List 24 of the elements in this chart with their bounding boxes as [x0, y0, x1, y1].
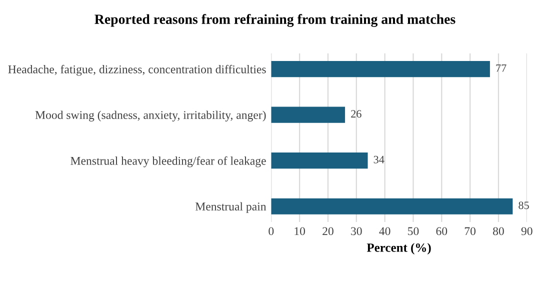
- data-label: 77: [496, 64, 506, 72]
- x-tick-label: 60: [436, 227, 448, 236]
- chart-title: Reported reasons from refraining from training and matches: [94, 14, 456, 27]
- x-tick-label: 30: [351, 227, 362, 236]
- bar: [271, 106, 346, 123]
- x-tick-label: 80: [493, 227, 504, 236]
- y-tick-label: Mood swing (sadness, anxiety, irritability, anger): [35, 110, 266, 122]
- x-tick-label: 90: [521, 227, 532, 236]
- x-tick-label: 20: [322, 227, 334, 236]
- x-tick-label: 40: [379, 227, 390, 236]
- bar: [271, 61, 490, 78]
- x-tick-label: 0: [268, 227, 274, 236]
- data-label: 26: [351, 110, 362, 118]
- y-tick-label: Menstrual pain: [195, 202, 266, 213]
- x-axis-title: Percent (%): [366, 243, 431, 254]
- x-tick-label: 10: [294, 227, 306, 236]
- bar: [271, 198, 513, 214]
- x-tick-label: 70: [464, 227, 476, 236]
- y-tick-label: Menstrual heavy bleeding/fear of leakage: [70, 156, 266, 168]
- bar: [271, 152, 368, 169]
- y-tick-label: Headache, fatigue, dizziness, concentration difficulties: [8, 64, 266, 76]
- data-label: 85: [518, 202, 529, 210]
- x-tick-label: 50: [408, 227, 419, 236]
- data-label: 34: [374, 156, 384, 164]
